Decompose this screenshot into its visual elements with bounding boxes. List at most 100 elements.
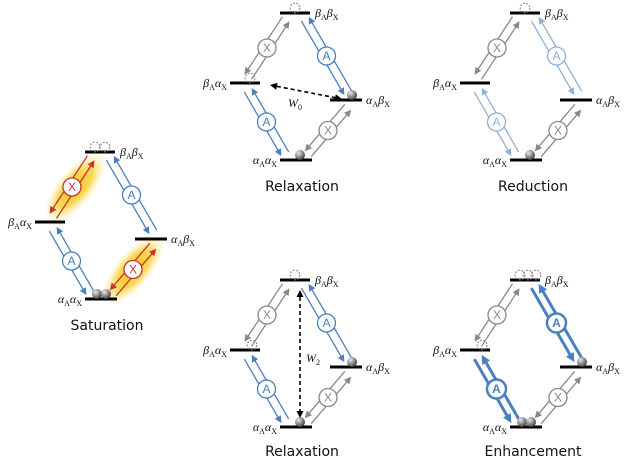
diagram-saturation: βAβX βAαX αAβX αAαX X A A X bbox=[7, 141, 195, 308]
transition-x-upper: X bbox=[474, 16, 520, 80]
caption-relaxation-bottom: Relaxation bbox=[265, 444, 339, 460]
transition-symbol: X bbox=[263, 308, 271, 322]
transition-symbol: A bbox=[492, 382, 501, 396]
transition-symbol: A bbox=[322, 316, 330, 330]
state-label-beta-alpha: βAαX bbox=[7, 215, 32, 231]
transition-a-lower: A bbox=[243, 87, 290, 157]
transition-x-icon bbox=[548, 120, 568, 141]
transition-a-upper: A bbox=[530, 16, 583, 96]
transition-a-lower: A bbox=[473, 87, 520, 157]
rate-arrow-w0: W0 bbox=[270, 82, 342, 112]
transition-symbol: A bbox=[127, 188, 135, 202]
transition-symbol: X bbox=[324, 124, 332, 138]
transition-a-icon bbox=[256, 112, 277, 132]
rate-label: W2 bbox=[306, 351, 320, 367]
state-label-beta-beta: βAβX bbox=[314, 273, 339, 289]
caption-relaxation-top: Relaxation bbox=[265, 179, 339, 195]
transition-symbol: X bbox=[493, 308, 501, 322]
rate-label: W0 bbox=[288, 96, 302, 112]
empty-population-icon bbox=[476, 339, 488, 351]
state-label-beta-beta: βAβX bbox=[544, 273, 569, 289]
empty-population-icon bbox=[244, 72, 256, 84]
transition-x-icon bbox=[257, 305, 277, 325]
state-label-beta-alpha: βAαX bbox=[202, 343, 227, 359]
transition-x-lower: X bbox=[304, 103, 352, 158]
population-ball-icon bbox=[295, 150, 305, 160]
empty-population-icon bbox=[514, 269, 526, 281]
empty-population-icon bbox=[99, 141, 111, 153]
transition-x-lower: X bbox=[109, 242, 157, 297]
transition-a-icon bbox=[316, 46, 337, 66]
transition-x-lower: X bbox=[534, 370, 582, 425]
transition-a-icon bbox=[316, 313, 337, 333]
transition-symbol: A bbox=[492, 115, 500, 129]
transition-x-icon bbox=[318, 120, 338, 141]
population-ball-icon bbox=[526, 417, 536, 427]
diagram-enhancement: βAβX βAαX αAβX αAαX X A A X bbox=[432, 269, 620, 436]
transition-symbol: X bbox=[129, 263, 137, 277]
transition-x-upper: X bbox=[244, 283, 290, 347]
population-ball-icon bbox=[517, 417, 527, 427]
state-label-beta-alpha: βAαX bbox=[432, 343, 457, 359]
state-label-beta-beta: βAβX bbox=[119, 145, 144, 161]
population-ball-icon bbox=[577, 357, 587, 367]
state-label-alpha-alpha: αAαX bbox=[483, 153, 507, 169]
empty-population-icon bbox=[289, 269, 301, 281]
empty-population-icon bbox=[289, 2, 301, 14]
transition-x-icon bbox=[62, 177, 82, 197]
transition-x-lower: X bbox=[304, 370, 352, 425]
state-label-alpha-alpha: αAαX bbox=[58, 292, 82, 308]
transition-symbol: A bbox=[67, 254, 75, 268]
transition-a-icon bbox=[256, 379, 277, 399]
diagram-relaxation-w0: βAβX βAαX αAβX αAαX X A A X W0 bbox=[202, 2, 390, 169]
transition-symbol: X bbox=[263, 41, 271, 55]
state-label-beta-beta: βAβX bbox=[314, 6, 339, 22]
transition-a-icon bbox=[545, 312, 568, 334]
transition-symbol: X bbox=[493, 41, 501, 55]
population-ball-icon bbox=[525, 150, 535, 160]
empty-population-icon bbox=[246, 339, 258, 351]
transition-symbol: A bbox=[262, 115, 270, 129]
transition-a-icon bbox=[61, 251, 82, 271]
transition-a-lower: A bbox=[243, 354, 290, 424]
transition-x-upper: X bbox=[244, 16, 290, 80]
state-label-alpha-beta: αAβX bbox=[171, 232, 195, 248]
transition-x-upper: X bbox=[474, 283, 520, 347]
transition-symbol: X bbox=[68, 180, 76, 194]
transition-x-icon bbox=[487, 305, 507, 325]
transition-a-lower: A bbox=[48, 226, 95, 296]
empty-population-icon bbox=[522, 269, 534, 281]
transition-symbol: X bbox=[324, 391, 332, 405]
transition-x-icon bbox=[123, 259, 143, 280]
transition-x-lower: X bbox=[534, 103, 582, 158]
transition-x-icon bbox=[548, 387, 568, 408]
state-label-alpha-beta: αAβX bbox=[366, 93, 390, 109]
caption-enhancement: Enhancement bbox=[485, 444, 582, 460]
transition-x-icon bbox=[318, 387, 338, 408]
transition-x-upper: X bbox=[49, 155, 95, 219]
empty-population-icon bbox=[89, 141, 101, 153]
transition-symbol: X bbox=[554, 391, 562, 405]
transition-symbol: A bbox=[262, 382, 270, 396]
diagram-reduction: βAβX βAαX αAβX αAαX X A A X bbox=[432, 2, 620, 169]
population-ball-icon bbox=[347, 90, 357, 100]
state-label-beta-beta: βAβX bbox=[544, 6, 569, 22]
diagram-relaxation-w2: βAβX βAαX αAβX αAαX X A A X W2 bbox=[202, 269, 390, 436]
empty-population-icon bbox=[530, 269, 542, 281]
state-label-alpha-alpha: αAαX bbox=[253, 420, 277, 436]
state-label-alpha-beta: αAβX bbox=[596, 93, 620, 109]
population-ball-icon bbox=[295, 417, 305, 427]
caption-reduction: Reduction bbox=[498, 179, 568, 195]
state-label-alpha-beta: αAβX bbox=[596, 360, 620, 376]
transition-a-upper: A bbox=[530, 283, 583, 363]
caption-saturation: Saturation bbox=[71, 318, 144, 334]
population-ball-icon bbox=[101, 289, 111, 299]
transition-symbol: A bbox=[552, 316, 561, 330]
transition-a-icon bbox=[485, 378, 508, 400]
transition-a-icon bbox=[546, 46, 567, 66]
population-ball-icon bbox=[347, 357, 357, 367]
transition-x-icon bbox=[487, 38, 507, 58]
transition-a-icon bbox=[121, 185, 142, 205]
transition-a-upper: A bbox=[300, 16, 353, 96]
